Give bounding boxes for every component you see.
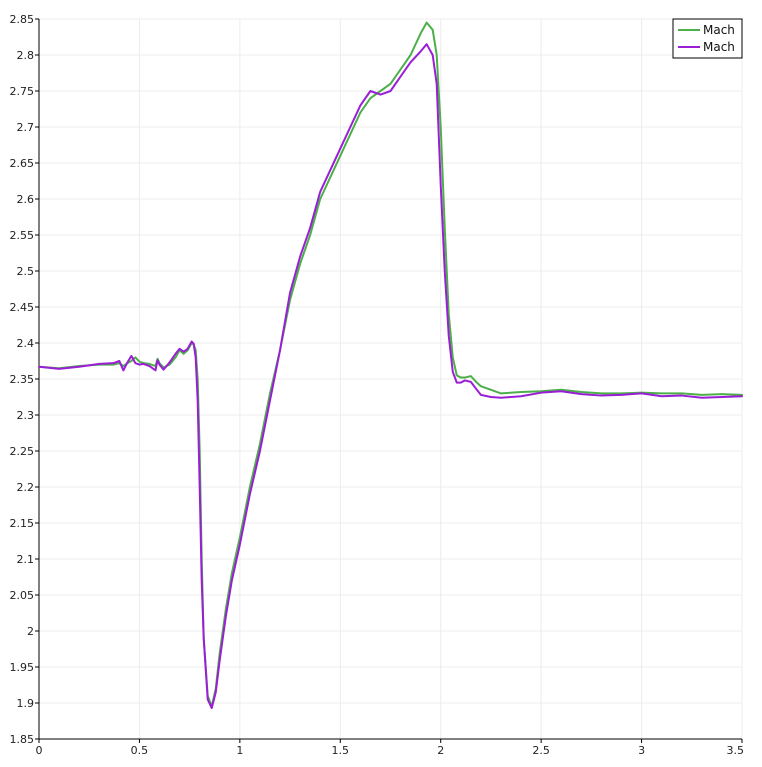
y-tick-label: 2.25: [10, 445, 35, 458]
legend-box: [672, 18, 743, 59]
y-tick-label: 2.7: [17, 121, 35, 134]
x-tick-label: 0: [36, 744, 43, 757]
y-tick-label: 1.85: [10, 733, 35, 746]
x-tick-label: 3: [638, 744, 645, 757]
x-tick-label: 2: [437, 744, 444, 757]
y-tick-label: 2.1: [17, 553, 35, 566]
legend-label-2: Mach: [703, 40, 735, 54]
y-tick-label: 2.5: [17, 265, 35, 278]
legend: Mach Mach: [672, 18, 743, 59]
series-line-2: [38, 43, 743, 710]
x-tick-label: 1: [236, 744, 243, 757]
y-tick-label: 1.95: [10, 661, 35, 674]
x-tick-label: 2.5: [532, 744, 550, 757]
x-axis-ticks: 0 0.5 1 1.5 2 2.5 3 3.5: [36, 739, 745, 757]
y-tick-label: 2.3: [17, 409, 35, 422]
grid: [38, 18, 743, 740]
y-tick-label: 2.8: [17, 49, 35, 62]
y-tick-label: 2.4: [17, 337, 35, 350]
y-tick-label: 2.85: [10, 13, 35, 26]
legend-label-1: Mach: [703, 23, 735, 37]
y-tick-label: 2: [27, 625, 34, 638]
x-tick-label: 3.5: [727, 744, 745, 757]
y-tick-label: 2.05: [10, 589, 35, 602]
series-layer: [38, 21, 743, 710]
y-tick-label: 2.35: [10, 373, 35, 386]
y-tick-label: 1.9: [17, 697, 35, 710]
y-tick-label: 2.65: [10, 157, 35, 170]
y-tick-label: 2.6: [17, 193, 35, 206]
y-tick-label: 2.75: [10, 85, 35, 98]
y-tick-label: 2.15: [10, 517, 35, 530]
y-tick-label: 2.55: [10, 229, 35, 242]
x-tick-label: 0.5: [131, 744, 149, 757]
x-tick-label: 1.5: [332, 744, 350, 757]
y-tick-label: 2.45: [10, 301, 35, 314]
y-tick-label: 2.2: [17, 481, 35, 494]
y-axis-ticks: 1.85 1.9 1.95 2 2.05 2.1 2.15 2.2 2.25 2.3 2.35 2.4…: [10, 13, 39, 746]
